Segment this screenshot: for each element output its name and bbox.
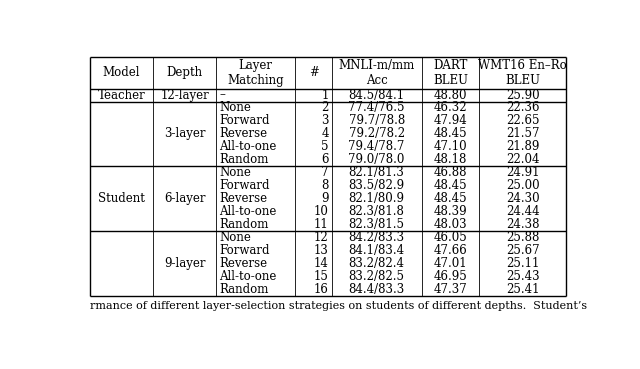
Text: 25.11: 25.11 <box>506 257 540 270</box>
Text: Reverse: Reverse <box>219 127 268 140</box>
Text: 82.3/81.8: 82.3/81.8 <box>349 205 404 218</box>
Text: 83.2/82.4: 83.2/82.4 <box>349 257 404 270</box>
Text: 83.2/82.5: 83.2/82.5 <box>349 270 404 283</box>
Text: 48.45: 48.45 <box>434 179 467 192</box>
Text: 12-layer: 12-layer <box>160 89 209 101</box>
Text: Forward: Forward <box>219 179 269 192</box>
Text: 47.10: 47.10 <box>434 140 467 154</box>
Text: 13: 13 <box>314 244 329 257</box>
Text: All-to-one: All-to-one <box>219 270 276 283</box>
Text: Random: Random <box>219 283 269 296</box>
Text: 6-layer: 6-layer <box>164 192 205 205</box>
Text: Forward: Forward <box>219 114 269 127</box>
Text: Student: Student <box>98 192 145 205</box>
Text: 77.4/76.5: 77.4/76.5 <box>348 101 405 114</box>
Text: 9-layer: 9-layer <box>164 257 205 270</box>
Text: 2: 2 <box>321 101 329 114</box>
Text: 7: 7 <box>321 166 329 179</box>
Text: 84.5/84.1: 84.5/84.1 <box>349 89 404 101</box>
Text: 16: 16 <box>314 283 329 296</box>
Text: Depth: Depth <box>166 66 203 79</box>
Text: None: None <box>219 231 251 244</box>
Text: 82.1/80.9: 82.1/80.9 <box>349 192 404 205</box>
Text: All-to-one: All-to-one <box>219 140 276 154</box>
Text: 25.67: 25.67 <box>506 244 540 257</box>
Text: 24.30: 24.30 <box>506 192 540 205</box>
Text: 9: 9 <box>321 192 329 205</box>
Text: 25.00: 25.00 <box>506 179 540 192</box>
Text: 11: 11 <box>314 218 329 231</box>
Text: 14: 14 <box>314 257 329 270</box>
Text: Forward: Forward <box>219 244 269 257</box>
Text: 10: 10 <box>314 205 329 218</box>
Text: 48.18: 48.18 <box>434 153 467 166</box>
Text: Reverse: Reverse <box>219 257 268 270</box>
Text: 82.1/81.3: 82.1/81.3 <box>349 166 404 179</box>
Text: 47.66: 47.66 <box>434 244 467 257</box>
Text: 25.43: 25.43 <box>506 270 540 283</box>
Text: Random: Random <box>219 153 269 166</box>
Text: 46.95: 46.95 <box>434 270 467 283</box>
Text: MNLI-m/mm
Acc: MNLI-m/mm Acc <box>339 59 415 87</box>
Text: 25.88: 25.88 <box>506 231 540 244</box>
Text: 82.3/81.5: 82.3/81.5 <box>349 218 404 231</box>
Text: 47.01: 47.01 <box>434 257 467 270</box>
Text: 4: 4 <box>321 127 329 140</box>
Text: 48.39: 48.39 <box>434 205 467 218</box>
Text: Reverse: Reverse <box>219 192 268 205</box>
Text: 22.36: 22.36 <box>506 101 540 114</box>
Text: DART
BLEU: DART BLEU <box>433 59 468 87</box>
Text: rmance of different layer-selection strategies on students of different depths. : rmance of different layer-selection stra… <box>90 301 587 311</box>
Text: 84.4/83.3: 84.4/83.3 <box>349 283 405 296</box>
Text: 21.57: 21.57 <box>506 127 540 140</box>
Text: 46.88: 46.88 <box>434 166 467 179</box>
Text: 21.89: 21.89 <box>506 140 540 154</box>
Text: None: None <box>219 166 251 179</box>
Text: 22.04: 22.04 <box>506 153 540 166</box>
Text: WMT16 En–Ro
BLEU: WMT16 En–Ro BLEU <box>478 59 567 87</box>
Text: 46.05: 46.05 <box>434 231 467 244</box>
Text: 15: 15 <box>314 270 329 283</box>
Text: 48.80: 48.80 <box>434 89 467 101</box>
Text: None: None <box>219 101 251 114</box>
Text: 24.44: 24.44 <box>506 205 540 218</box>
Text: 84.2/83.3: 84.2/83.3 <box>349 231 404 244</box>
Text: 48.03: 48.03 <box>434 218 467 231</box>
Text: Random: Random <box>219 218 269 231</box>
Text: 24.91: 24.91 <box>506 166 540 179</box>
Text: 25.41: 25.41 <box>506 283 540 296</box>
Text: 79.7/78.8: 79.7/78.8 <box>349 114 405 127</box>
Text: 24.38: 24.38 <box>506 218 540 231</box>
Text: 47.37: 47.37 <box>434 283 467 296</box>
Text: 48.45: 48.45 <box>434 127 467 140</box>
Text: 25.90: 25.90 <box>506 89 540 101</box>
Text: 8: 8 <box>321 179 329 192</box>
Text: –: – <box>219 89 225 101</box>
Text: 5: 5 <box>321 140 329 154</box>
Text: 1: 1 <box>321 89 329 101</box>
Text: 79.0/78.0: 79.0/78.0 <box>349 153 405 166</box>
Text: 12: 12 <box>314 231 329 244</box>
Text: 79.2/78.2: 79.2/78.2 <box>349 127 404 140</box>
Text: 79.4/78.7: 79.4/78.7 <box>349 140 405 154</box>
Text: 84.1/83.4: 84.1/83.4 <box>349 244 404 257</box>
Text: Model: Model <box>103 66 140 79</box>
Text: 6: 6 <box>321 153 329 166</box>
Text: Layer
Matching: Layer Matching <box>227 59 284 87</box>
Text: 46.32: 46.32 <box>434 101 467 114</box>
Text: Teacher: Teacher <box>98 89 145 101</box>
Text: #: # <box>308 66 319 79</box>
Text: 3: 3 <box>321 114 329 127</box>
Text: 3-layer: 3-layer <box>164 127 205 140</box>
Text: 22.65: 22.65 <box>506 114 540 127</box>
Text: All-to-one: All-to-one <box>219 205 276 218</box>
Text: 48.45: 48.45 <box>434 192 467 205</box>
Text: 83.5/82.9: 83.5/82.9 <box>349 179 404 192</box>
Text: 47.94: 47.94 <box>434 114 467 127</box>
